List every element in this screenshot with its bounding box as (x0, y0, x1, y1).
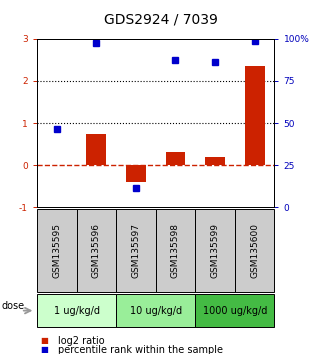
Bar (205, 156, 225, 165)
Text: GDS2924 / 7039: GDS2924 / 7039 (104, 12, 217, 27)
Text: GSM135597: GSM135597 (131, 223, 140, 278)
Bar (166, 153, 185, 165)
Text: 1 ug/kg/d: 1 ug/kg/d (54, 306, 100, 316)
Text: GSM135595: GSM135595 (52, 223, 61, 278)
Bar (245, 66, 265, 165)
Text: GSM135598: GSM135598 (171, 223, 180, 278)
Bar (86, 133, 106, 165)
Text: ■: ■ (40, 336, 48, 345)
Text: dose: dose (2, 301, 25, 311)
Text: 1000 ug/kg/d: 1000 ug/kg/d (203, 306, 267, 316)
Text: percentile rank within the sample: percentile rank within the sample (58, 345, 223, 354)
Text: GSM135596: GSM135596 (92, 223, 101, 278)
Text: GSM135600: GSM135600 (250, 223, 259, 278)
Text: 10 ug/kg/d: 10 ug/kg/d (130, 306, 182, 316)
Text: log2 ratio: log2 ratio (58, 336, 104, 346)
Bar (126, 165, 146, 182)
Text: ■: ■ (40, 345, 48, 354)
Text: GSM135599: GSM135599 (211, 223, 220, 278)
